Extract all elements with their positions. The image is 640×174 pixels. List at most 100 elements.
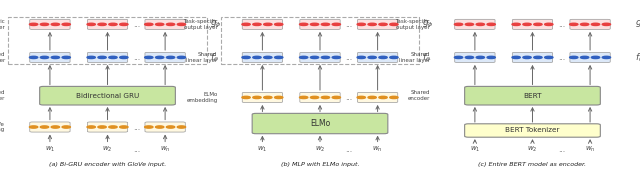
FancyBboxPatch shape [455,52,495,62]
Circle shape [534,56,542,58]
FancyBboxPatch shape [252,113,388,134]
Circle shape [357,23,365,26]
Text: $w_2$: $w_2$ [102,145,113,154]
Text: ...: ... [557,20,565,29]
Circle shape [512,23,520,26]
Text: BERT Tokenizer: BERT Tokenizer [505,128,560,133]
Circle shape [310,96,319,98]
Circle shape [156,126,164,128]
FancyBboxPatch shape [570,19,611,29]
Circle shape [476,23,484,26]
Text: ...: ... [557,145,565,154]
Circle shape [332,96,340,98]
Circle shape [300,56,308,58]
Circle shape [109,56,117,58]
Circle shape [357,56,365,58]
FancyBboxPatch shape [357,19,398,29]
Circle shape [602,56,611,58]
Circle shape [120,23,128,26]
Text: BERT: BERT [524,93,541,99]
FancyBboxPatch shape [145,19,186,29]
Text: Shared
encoder: Shared encoder [408,90,430,101]
Circle shape [109,126,117,128]
FancyBboxPatch shape [88,19,128,29]
Text: Shared
encoder: Shared encoder [0,90,5,101]
Circle shape [465,56,474,58]
Circle shape [275,56,283,58]
Circle shape [264,96,272,98]
Text: Shared
linear layer: Shared linear layer [399,52,430,63]
FancyBboxPatch shape [300,52,340,62]
Text: Shared
linear layer: Shared linear layer [0,52,5,63]
Circle shape [177,23,186,26]
Circle shape [580,23,589,26]
Circle shape [310,23,319,26]
FancyBboxPatch shape [243,92,283,102]
Circle shape [29,23,38,26]
Text: $w_n$: $w_n$ [585,145,595,154]
Circle shape [29,126,38,128]
Circle shape [321,23,330,26]
FancyBboxPatch shape [300,19,340,29]
Circle shape [379,56,387,58]
FancyBboxPatch shape [570,52,611,62]
Text: GloVe
embedding: GloVe embedding [0,122,5,132]
Circle shape [62,23,70,26]
Circle shape [602,23,611,26]
FancyBboxPatch shape [30,122,70,132]
Text: $f_\theta$: $f_\theta$ [635,51,640,64]
Circle shape [177,56,186,58]
Text: ...: ... [132,122,140,132]
Text: ...: ... [345,93,353,102]
Circle shape [98,56,106,58]
FancyBboxPatch shape [455,19,495,29]
Circle shape [62,126,70,128]
Text: $w_1$: $w_1$ [45,145,55,154]
Circle shape [357,96,365,98]
Circle shape [145,126,153,128]
FancyBboxPatch shape [357,92,398,102]
Circle shape [98,126,106,128]
FancyBboxPatch shape [512,19,553,29]
Circle shape [40,126,49,128]
Circle shape [177,126,186,128]
Text: $w_2$: $w_2$ [527,145,538,154]
Circle shape [40,23,49,26]
Text: $g_\phi$: $g_\phi$ [635,19,640,30]
Text: ...: ... [132,53,140,62]
Text: ...: ... [132,145,140,154]
Circle shape [379,96,387,98]
Circle shape [264,23,272,26]
Circle shape [166,23,175,26]
Circle shape [390,23,398,26]
Circle shape [51,56,60,58]
Text: $w_n$: $w_n$ [160,145,170,154]
Circle shape [454,23,463,26]
Circle shape [120,56,128,58]
Circle shape [51,126,60,128]
Circle shape [300,96,308,98]
FancyBboxPatch shape [357,52,398,62]
Text: ELMo
embedding: ELMo embedding [186,92,218,103]
Text: Task-specific
output layer: Task-specific output layer [0,19,5,30]
Circle shape [454,56,463,58]
Text: Task-specific
output layer: Task-specific output layer [183,19,218,30]
Circle shape [591,23,600,26]
Circle shape [591,56,600,58]
FancyBboxPatch shape [30,19,70,29]
FancyBboxPatch shape [88,122,128,132]
Text: Task-specific
output layer: Task-specific output layer [396,19,430,30]
FancyBboxPatch shape [243,52,283,62]
Circle shape [98,23,106,26]
Circle shape [390,96,398,98]
Circle shape [264,56,272,58]
Circle shape [545,56,553,58]
Circle shape [242,23,250,26]
Circle shape [545,23,553,26]
Text: ...: ... [345,145,353,154]
Text: $f_\theta$: $f_\theta$ [422,51,431,64]
Circle shape [87,56,95,58]
Text: ...: ... [345,53,353,62]
Text: $w_n$: $w_n$ [372,145,383,154]
Text: Shared
linear layer: Shared linear layer [186,52,218,63]
